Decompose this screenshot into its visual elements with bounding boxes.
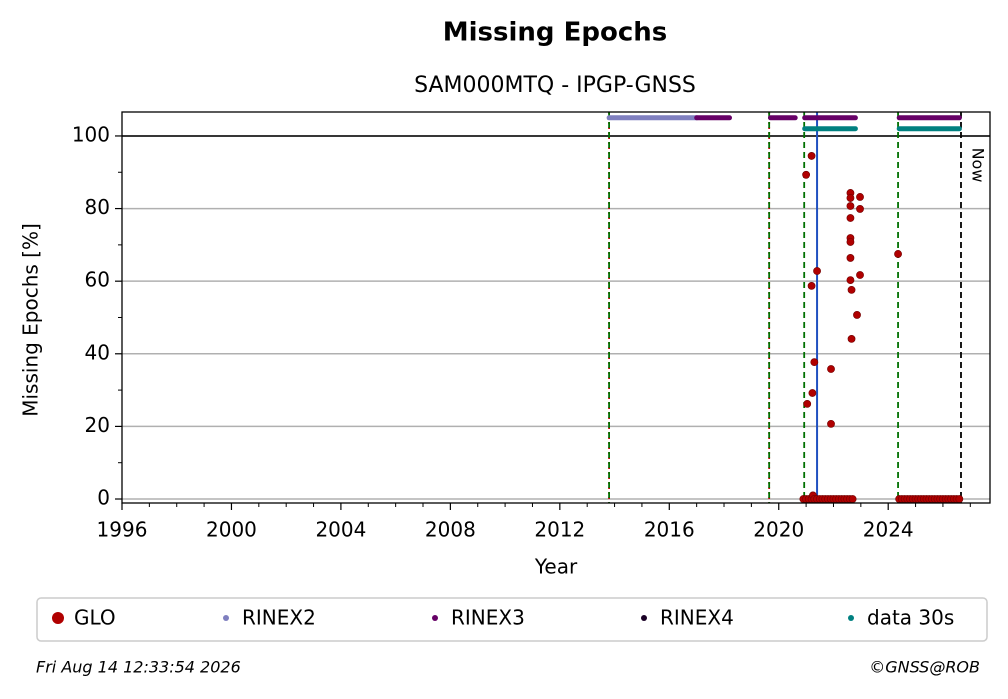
y-tick-label: 0 bbox=[97, 486, 110, 510]
x-tick-label: 2024 bbox=[863, 518, 914, 542]
legend-marker bbox=[641, 615, 647, 621]
data-point bbox=[856, 205, 864, 213]
legend-box bbox=[36, 597, 988, 642]
plot-frame bbox=[121, 111, 991, 504]
annotation: Now bbox=[968, 148, 987, 183]
data-point bbox=[894, 250, 902, 258]
data-point bbox=[802, 170, 811, 179]
y-tick-label: 20 bbox=[85, 413, 110, 437]
data-point bbox=[853, 311, 861, 319]
data-point bbox=[847, 335, 856, 343]
data-point bbox=[955, 495, 964, 503]
data-point bbox=[846, 194, 855, 202]
data-point bbox=[827, 365, 835, 373]
legend-marker bbox=[223, 615, 229, 621]
data-point bbox=[848, 495, 857, 503]
x-tick-label: 2004 bbox=[315, 518, 366, 542]
legend-marker bbox=[432, 615, 438, 621]
legend-marker bbox=[52, 612, 64, 624]
chart-subtitle: SAM000MTQ - IPGP-GNSS bbox=[414, 73, 696, 98]
legend-label: RINEX4 bbox=[660, 606, 734, 630]
legend-label: RINEX3 bbox=[451, 606, 525, 630]
legend-label: data 30s bbox=[867, 606, 954, 630]
data-point bbox=[810, 358, 819, 367]
data-point bbox=[846, 276, 855, 284]
x-tick-label: 2008 bbox=[425, 518, 476, 542]
x-axis-label: Year bbox=[534, 555, 578, 579]
x-tick-label: 1996 bbox=[97, 518, 148, 542]
data-point bbox=[808, 389, 817, 397]
legend-label: RINEX2 bbox=[242, 606, 316, 630]
x-tick-label: 2012 bbox=[534, 518, 585, 542]
data-point bbox=[846, 254, 855, 262]
data-point bbox=[846, 202, 855, 210]
y-tick-label: 60 bbox=[85, 268, 110, 292]
chart-title: Missing Epochs bbox=[443, 18, 667, 48]
legend-label: GLO bbox=[74, 606, 116, 630]
y-axis-label: Missing Epochs [%] bbox=[19, 223, 43, 417]
data-point bbox=[856, 193, 864, 201]
y-tick-label: 100 bbox=[72, 122, 110, 146]
x-tick-label: 2020 bbox=[753, 518, 804, 542]
x-tick-label: 2016 bbox=[644, 518, 695, 542]
y-tick-label: 80 bbox=[85, 195, 110, 219]
data-point bbox=[846, 238, 855, 246]
data-point bbox=[846, 214, 855, 222]
footer-date: Fri Aug 14 12:33:54 2026 bbox=[36, 658, 241, 677]
data-point bbox=[807, 152, 816, 160]
footer-credit: ©GNSS@ROB bbox=[869, 658, 980, 677]
y-tick-label: 40 bbox=[85, 340, 110, 364]
data-point bbox=[827, 419, 835, 428]
data-point bbox=[807, 281, 816, 290]
data-point bbox=[803, 399, 812, 408]
x-tick-label: 2000 bbox=[206, 518, 257, 542]
data-point bbox=[847, 285, 856, 294]
legend-marker bbox=[848, 615, 854, 621]
data-point bbox=[813, 267, 821, 275]
data-point bbox=[856, 271, 864, 279]
